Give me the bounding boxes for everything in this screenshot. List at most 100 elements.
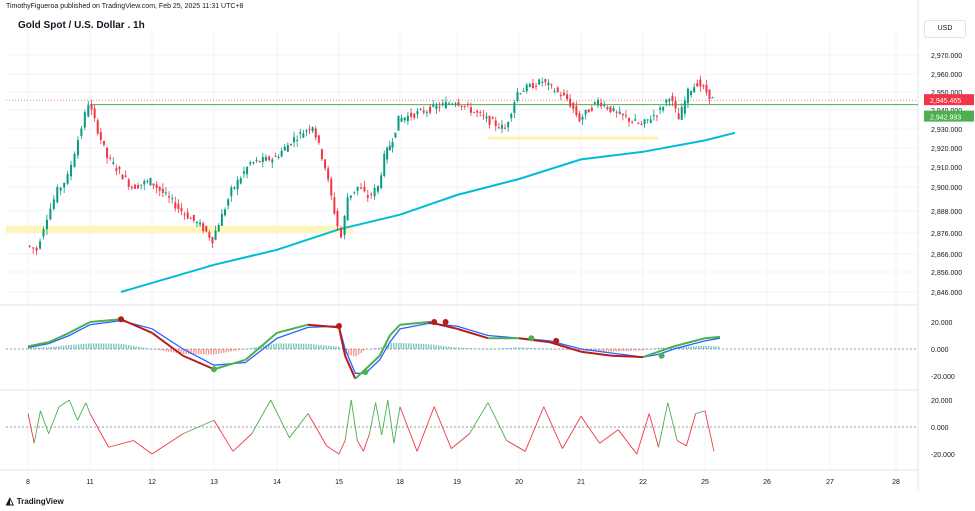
osc-histogram-bar [100, 343, 102, 349]
osc-histogram-bar [63, 345, 65, 349]
candle-body [547, 82, 550, 86]
osc-histogram-bar [38, 347, 40, 349]
candle-body [376, 185, 379, 192]
osc-histogram-bar [560, 349, 562, 350]
rsi-line-segment [393, 406, 401, 444]
osc-main-line [658, 345, 675, 353]
candle-body [659, 107, 662, 110]
osc-histogram-bar [475, 348, 477, 349]
candle-body [124, 175, 127, 177]
osc-histogram-bar [635, 349, 637, 351]
osc-histogram-bar [143, 347, 145, 349]
rsi-line-segment [289, 413, 309, 439]
osc-histogram-bar [410, 343, 412, 349]
osc-main-line [689, 337, 706, 344]
osc-histogram-bar [290, 343, 292, 349]
osc-histogram-bar [645, 349, 647, 350]
candle-body [652, 115, 655, 117]
osc-histogram-bar [110, 343, 112, 349]
currency-selector[interactable]: USD [924, 20, 966, 38]
osc-histogram-bar [168, 349, 170, 352]
osc-histogram-bar [85, 343, 87, 349]
osc-main-line [151, 331, 184, 357]
candle-body [441, 103, 444, 105]
candle-body [500, 124, 503, 129]
candle-body [680, 106, 683, 120]
last-price-tag [924, 94, 974, 106]
rsi-line-segment [338, 440, 346, 455]
candle-body [646, 119, 649, 121]
osc-histogram-bar [303, 343, 305, 349]
candle-body [118, 166, 121, 170]
osc-histogram-bar [300, 343, 302, 349]
candle-body [485, 116, 488, 119]
candle-body [444, 101, 447, 109]
candle-body [205, 225, 208, 232]
osc-histogram-bar [120, 343, 122, 349]
candle-body [612, 108, 615, 112]
rsi-line-segment [704, 410, 715, 452]
candle-body [127, 179, 130, 187]
y-tick-label: 2,970.000 [931, 53, 962, 60]
candle-body [63, 182, 66, 188]
osc-histogram-bar [83, 343, 85, 349]
candle-body [271, 159, 274, 163]
candle-body [488, 115, 491, 125]
osc-histogram-bar [95, 343, 97, 349]
x-tick-label: 26 [763, 479, 771, 486]
y-tick-label: 2,910.000 [931, 165, 962, 172]
osc-histogram-bar [68, 345, 70, 349]
candle-body [186, 212, 189, 219]
osc-histogram-bar [488, 348, 490, 350]
candle-body [258, 160, 261, 162]
osc-histogram-bar [545, 348, 547, 350]
y-tick-label: 2,888.000 [931, 209, 962, 216]
x-tick-label: 28 [892, 479, 900, 486]
tradingview-logo[interactable]: ◭ TradingView [6, 496, 64, 507]
osc-main-line [704, 335, 721, 340]
osc-histogram-bar [130, 345, 132, 349]
osc-histogram-bar [220, 349, 222, 354]
osc-histogram-bar [228, 349, 230, 352]
osc-histogram-bar [460, 347, 462, 349]
candle-body [224, 209, 227, 216]
candle-body [155, 184, 158, 188]
x-tick-label: 15 [335, 479, 343, 486]
candle-body [230, 187, 233, 197]
candle-body [711, 97, 714, 99]
candle-body [482, 115, 485, 117]
support-zone [6, 225, 354, 233]
candle-body [460, 105, 463, 108]
rsi-tick-label: -20.000 [931, 452, 955, 459]
osc-histogram-bar [370, 348, 372, 350]
candle-body [380, 175, 383, 188]
osc-histogram-bar [625, 349, 627, 352]
osc-main-line [364, 355, 381, 370]
candle-body [618, 111, 621, 114]
osc-histogram-bar [425, 344, 427, 349]
osc-histogram-bar [480, 348, 482, 350]
rsi-line-segment [469, 402, 489, 434]
osc-histogram-bar [180, 349, 182, 354]
osc-histogram-bar [118, 343, 120, 349]
osc-histogram-bar [173, 349, 175, 353]
candle-body [35, 247, 38, 251]
cross-marker [211, 366, 217, 373]
osc-histogram-bar [565, 349, 567, 350]
candle-body [330, 178, 333, 196]
osc-histogram-bar [153, 349, 155, 350]
osc-histogram-bar [28, 347, 30, 349]
candle-body [693, 87, 696, 93]
osc-tick-label: -20.000 [931, 374, 955, 381]
osc-histogram-bar [145, 347, 147, 349]
osc-histogram-bar [610, 349, 612, 352]
osc-main-line [344, 355, 357, 380]
osc-histogram-bar [433, 344, 435, 349]
candle-body [353, 191, 356, 193]
x-tick-label: 27 [826, 479, 834, 486]
candle-body [662, 107, 665, 111]
candle-body [394, 132, 397, 138]
osc-histogram-bar [398, 342, 400, 349]
rsi-line-segment [387, 399, 395, 444]
